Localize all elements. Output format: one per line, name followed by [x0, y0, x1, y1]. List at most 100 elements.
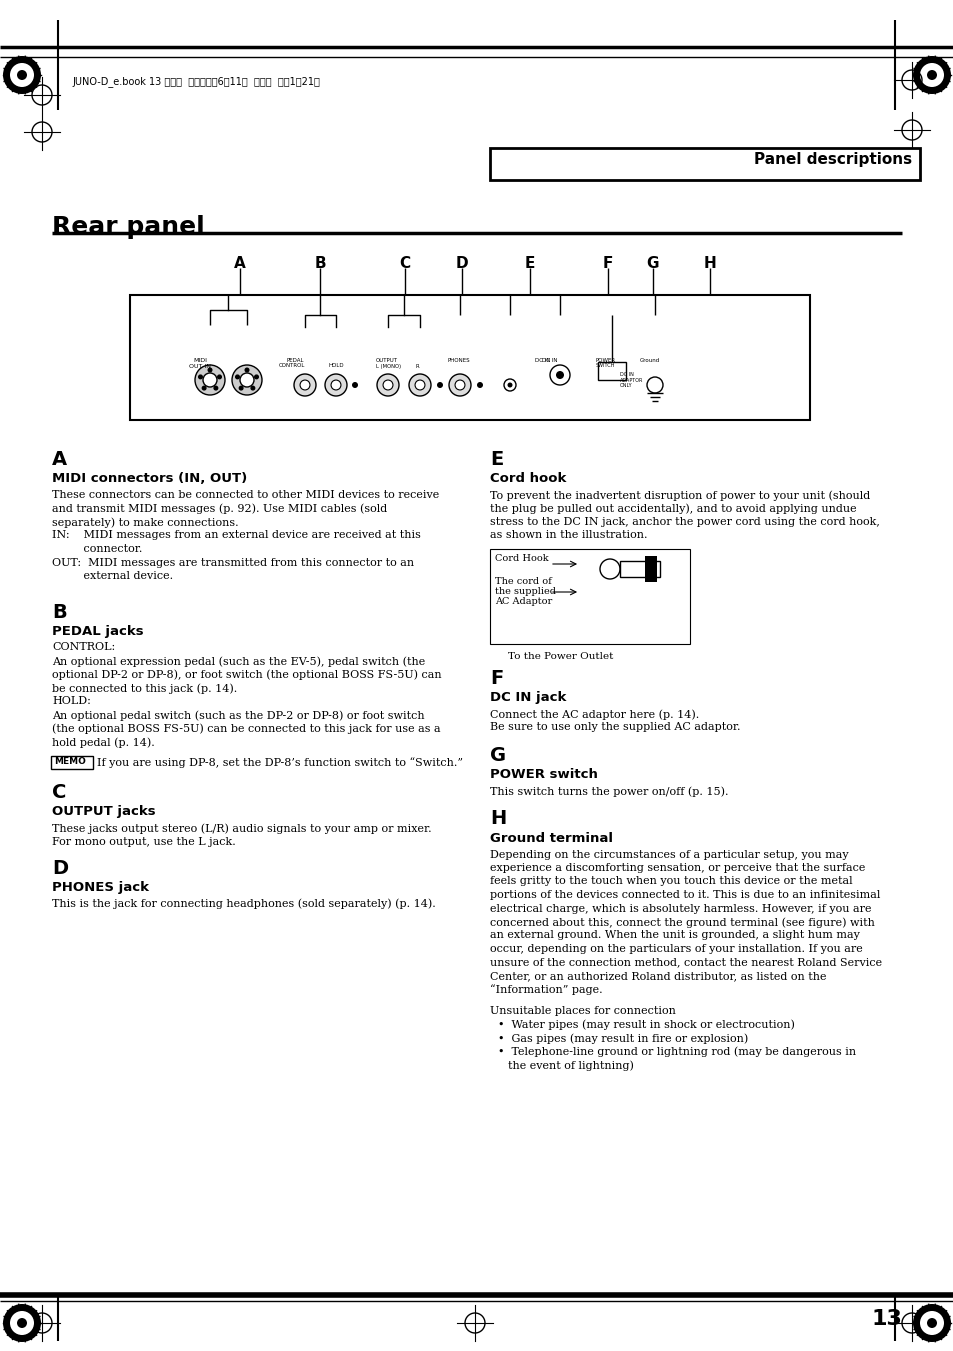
- Text: MIDI connectors (IN, OUT): MIDI connectors (IN, OUT): [52, 471, 247, 485]
- Text: A: A: [233, 255, 246, 272]
- Text: C: C: [399, 255, 410, 272]
- Text: hold pedal (p. 14).: hold pedal (p. 14).: [52, 738, 154, 747]
- Circle shape: [194, 365, 225, 394]
- Text: E: E: [524, 255, 535, 272]
- Text: external device.: external device.: [52, 571, 172, 581]
- Circle shape: [919, 63, 943, 86]
- Text: and transmit MIDI messages (p. 92). Use MIDI cables (sold: and transmit MIDI messages (p. 92). Use …: [52, 504, 387, 515]
- Text: An optional expression pedal (such as the EV-5), pedal switch (the: An optional expression pedal (such as th…: [52, 657, 425, 666]
- Text: Rear panel: Rear panel: [52, 215, 205, 239]
- Text: R: R: [416, 363, 419, 369]
- Text: POWER: POWER: [596, 358, 616, 363]
- Text: DC IN: DC IN: [619, 372, 633, 377]
- Text: occur, depending on the particulars of your installation. If you are: occur, depending on the particulars of y…: [490, 944, 862, 954]
- Circle shape: [507, 382, 512, 388]
- Text: POWER switch: POWER switch: [490, 767, 598, 781]
- Text: D: D: [52, 858, 68, 878]
- Text: optional DP-2 or DP-8), or foot switch (the optional BOSS FS-5U) can: optional DP-2 or DP-8), or foot switch (…: [52, 670, 441, 680]
- Text: portions of the devices connected to it. This is due to an infinitesimal: portions of the devices connected to it.…: [490, 890, 880, 900]
- Circle shape: [926, 1319, 936, 1328]
- Text: D: D: [456, 255, 468, 272]
- Text: DC IN jack: DC IN jack: [490, 690, 566, 704]
- Text: Cord Hook: Cord Hook: [495, 554, 548, 563]
- Text: DC IN: DC IN: [541, 358, 558, 363]
- Text: Unsuitable places for connection: Unsuitable places for connection: [490, 1006, 675, 1016]
- Text: HOLD:: HOLD:: [52, 697, 91, 707]
- Text: G: G: [646, 255, 659, 272]
- Text: B: B: [314, 255, 326, 272]
- Bar: [490, 149, 919, 180]
- Text: CONTROL:: CONTROL:: [52, 643, 115, 653]
- Text: PHONES: PHONES: [448, 358, 470, 363]
- Circle shape: [213, 386, 217, 390]
- Circle shape: [294, 374, 315, 396]
- Circle shape: [919, 1310, 943, 1335]
- Circle shape: [912, 55, 950, 95]
- Text: E: E: [490, 450, 503, 469]
- Circle shape: [203, 373, 216, 386]
- Circle shape: [331, 380, 340, 390]
- Circle shape: [912, 1304, 950, 1342]
- Circle shape: [17, 1319, 27, 1328]
- Text: •  Gas pipes (may result in fire or explosion): • Gas pipes (may result in fire or explo…: [497, 1034, 747, 1043]
- Text: To the Power Outlet: To the Power Outlet: [507, 653, 613, 661]
- Text: For mono output, use the L jack.: For mono output, use the L jack.: [52, 838, 235, 847]
- Text: the supplied: the supplied: [495, 586, 556, 596]
- Circle shape: [239, 386, 243, 390]
- Circle shape: [208, 369, 212, 372]
- Text: JUNO-D_e.book 13 ページ  ２００４年6月11日  金曜日  午後1時21分: JUNO-D_e.book 13 ページ ２００４年6月11日 金曜日 午後1時…: [71, 76, 319, 86]
- Text: “Information” page.: “Information” page.: [490, 985, 602, 996]
- Text: be connected to this jack (p. 14).: be connected to this jack (p. 14).: [52, 684, 237, 693]
- Circle shape: [235, 376, 239, 378]
- Text: ADAPTOR: ADAPTOR: [619, 378, 642, 382]
- Circle shape: [352, 382, 357, 388]
- Text: an external ground. When the unit is grounded, a slight hum may: an external ground. When the unit is gro…: [490, 931, 859, 940]
- Text: stress to the DC IN jack, anchor the power cord using the cord hook,: stress to the DC IN jack, anchor the pow…: [490, 517, 879, 527]
- Text: the plug be pulled out accidentally), and to avoid applying undue: the plug be pulled out accidentally), an…: [490, 504, 856, 515]
- Text: H: H: [703, 255, 716, 272]
- Bar: [598, 362, 625, 380]
- Bar: [490, 549, 689, 644]
- Circle shape: [300, 380, 310, 390]
- Text: Connect the AC adaptor here (p. 14).: Connect the AC adaptor here (p. 14).: [490, 709, 699, 720]
- Text: AC Adaptor: AC Adaptor: [495, 597, 552, 607]
- Bar: [130, 295, 809, 420]
- Text: the event of lightning): the event of lightning): [507, 1061, 633, 1070]
- Text: HOLD: HOLD: [328, 363, 343, 367]
- Circle shape: [240, 373, 253, 386]
- Text: 13: 13: [870, 1309, 901, 1329]
- Bar: [619, 561, 659, 577]
- Text: F: F: [602, 255, 613, 272]
- Circle shape: [198, 376, 202, 378]
- Text: unsure of the connection method, contact the nearest Roland Service: unsure of the connection method, contact…: [490, 958, 882, 967]
- Bar: [644, 557, 657, 582]
- Text: H: H: [490, 809, 506, 828]
- Circle shape: [415, 380, 424, 390]
- FancyBboxPatch shape: [51, 755, 92, 769]
- Text: DC IN: DC IN: [535, 358, 550, 363]
- Circle shape: [476, 382, 482, 388]
- Circle shape: [449, 374, 471, 396]
- Text: Depending on the circumstances of a particular setup, you may: Depending on the circumstances of a part…: [490, 850, 848, 859]
- Text: These connectors can be connected to other MIDI devices to receive: These connectors can be connected to oth…: [52, 490, 438, 500]
- Circle shape: [409, 374, 431, 396]
- Text: MIDI: MIDI: [193, 358, 207, 363]
- Text: as shown in the illustration.: as shown in the illustration.: [490, 531, 647, 540]
- Circle shape: [383, 380, 393, 390]
- Text: ONLY: ONLY: [619, 382, 632, 388]
- Text: electrical charge, which is absolutely harmless. However, if you are: electrical charge, which is absolutely h…: [490, 904, 871, 913]
- Text: feels gritty to the touch when you touch this device or the metal: feels gritty to the touch when you touch…: [490, 877, 852, 886]
- Text: An optional pedal switch (such as the DP-2 or DP-8) or foot switch: An optional pedal switch (such as the DP…: [52, 711, 424, 720]
- Text: F: F: [490, 669, 503, 688]
- Text: This is the jack for connecting headphones (sold separately) (p. 14).: This is the jack for connecting headphon…: [52, 898, 436, 909]
- Circle shape: [376, 374, 398, 396]
- Text: Cord hook: Cord hook: [490, 471, 566, 485]
- Text: Center, or an authorized Roland distributor, as listed on the: Center, or an authorized Roland distribu…: [490, 971, 825, 981]
- Text: L (MONO): L (MONO): [375, 363, 400, 369]
- Circle shape: [202, 386, 206, 390]
- Text: PHONES jack: PHONES jack: [52, 881, 149, 893]
- Text: These jacks output stereo (L/R) audio signals to your amp or mixer.: These jacks output stereo (L/R) audio si…: [52, 824, 431, 834]
- Text: OUT IN: OUT IN: [189, 363, 211, 369]
- Circle shape: [217, 376, 221, 378]
- Circle shape: [251, 386, 254, 390]
